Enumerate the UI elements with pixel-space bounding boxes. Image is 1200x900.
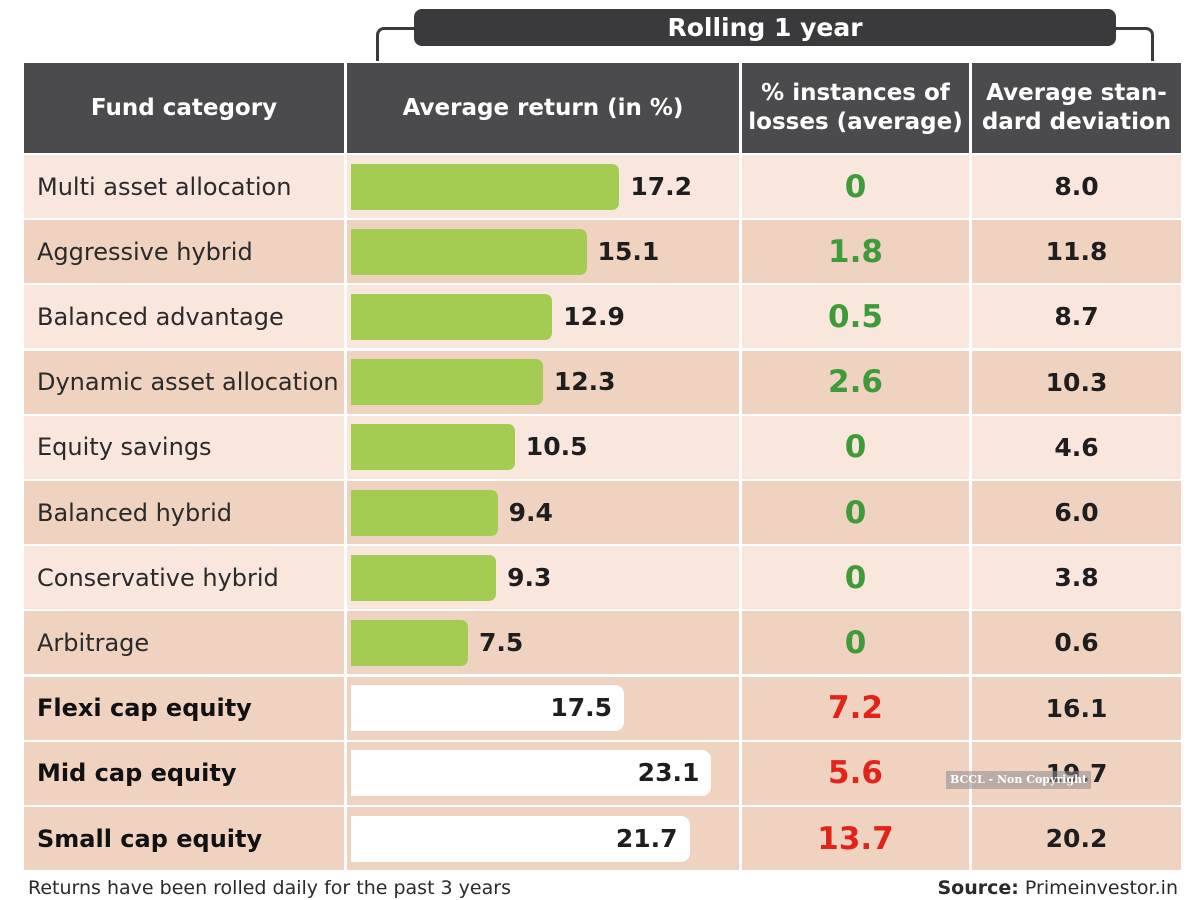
losses-cell: 0 [742, 611, 969, 675]
losses-cell: 7.2 [742, 676, 969, 740]
average-return-cell: 10.5 [347, 415, 739, 479]
fund-category-cell: Small cap equity [24, 807, 344, 870]
losses-cell: 0 [742, 546, 969, 610]
return-bar [351, 163, 620, 210]
return-value: 7.5 [479, 627, 524, 657]
header-std-deviation: Average stan- dard deviation [972, 63, 1181, 153]
average-return-cell: 23.1 [347, 741, 739, 805]
fund-category-cell: Flexi cap equity [24, 676, 344, 740]
header-fund-category: Fund category [24, 63, 344, 153]
banner-bracket-right [1114, 27, 1154, 61]
return-bar [351, 619, 468, 666]
losses-cell: 0 [742, 415, 969, 479]
return-bar [351, 424, 515, 471]
return-value: 9.3 [507, 562, 552, 592]
std-deviation-cell: 10.3 [972, 350, 1181, 414]
average-return-cell: 9.4 [347, 481, 739, 544]
fund-comparison-table: Fund category Average return (in %) % in… [24, 61, 1181, 873]
average-return-cell: 12.9 [347, 285, 739, 349]
fund-category-cell: Aggressive hybrid [24, 220, 344, 284]
return-value: 9.4 [508, 497, 553, 527]
std-deviation-cell: 8.7 [972, 285, 1181, 349]
losses-cell: 0.5 [742, 285, 969, 349]
return-bar [351, 685, 624, 732]
fund-category-cell: Equity savings [24, 415, 344, 479]
average-return-cell: 9.3 [347, 546, 739, 610]
rolling-period-banner: Rolling 1 year [414, 9, 1116, 46]
return-value: 21.7 [615, 823, 678, 853]
losses-cell: 2.6 [742, 350, 969, 414]
std-deviation-cell: 11.8 [972, 220, 1181, 284]
watermark: BCCL - Non Copyright [946, 771, 1092, 789]
losses-cell: 1.8 [742, 220, 969, 284]
losses-cell: 0 [742, 155, 969, 218]
average-return-cell: 7.5 [347, 611, 739, 675]
return-value: 17.5 [550, 693, 612, 723]
losses-cell: 5.6 [742, 741, 969, 805]
fund-category-cell: Mid cap equity [24, 741, 344, 805]
return-value: 10.5 [525, 432, 588, 462]
fund-category-cell: Arbitrage [24, 611, 344, 675]
return-bar [351, 489, 498, 536]
return-bar [351, 815, 690, 862]
return-value: 15.1 [597, 236, 660, 266]
return-bar [351, 359, 543, 406]
source-label: Source: [937, 877, 1019, 899]
average-return-cell: 15.1 [347, 220, 739, 284]
return-bar [351, 750, 712, 797]
std-deviation-cell: 4.6 [972, 415, 1181, 479]
average-return-cell: 12.3 [347, 350, 739, 414]
fund-category-cell: Multi asset allocation [24, 155, 344, 218]
return-value: 23.1 [637, 758, 700, 788]
fund-category-cell: Balanced hybrid [24, 481, 344, 544]
std-deviation-cell: 0.6 [972, 611, 1181, 675]
return-value: 12.9 [563, 301, 625, 331]
average-return-cell: 17.2 [347, 155, 739, 218]
return-bar [351, 228, 587, 275]
header-losses: % instances of losses (average) [742, 63, 969, 153]
std-deviation-cell: 3.8 [972, 546, 1181, 610]
return-value: 12.3 [553, 367, 616, 397]
source-credit: Source: Primeinvestor.in [937, 877, 1178, 899]
footnote: Returns have been rolled daily for the p… [28, 877, 511, 899]
fund-category-cell: Conservative hybrid [24, 546, 344, 610]
average-return-cell: 21.7 [347, 807, 739, 870]
return-bar [351, 293, 553, 340]
std-deviation-cell: 6.0 [972, 481, 1181, 544]
return-value: 17.2 [630, 171, 692, 201]
std-deviation-cell: 16.1 [972, 676, 1181, 740]
fund-category-cell: Balanced advantage [24, 285, 344, 349]
average-return-cell: 17.5 [347, 676, 739, 740]
std-deviation-cell: 20.2 [972, 807, 1181, 870]
return-bar [351, 554, 497, 601]
banner-bracket-left [376, 27, 416, 61]
source-value: Primeinvestor.in [1024, 877, 1178, 899]
losses-cell: 13.7 [742, 807, 969, 870]
fund-category-cell: Dynamic asset allocation [24, 350, 344, 414]
header-average-return: Average return (in %) [347, 63, 739, 153]
losses-cell: 0 [742, 481, 969, 544]
std-deviation-cell: 8.0 [972, 155, 1181, 218]
